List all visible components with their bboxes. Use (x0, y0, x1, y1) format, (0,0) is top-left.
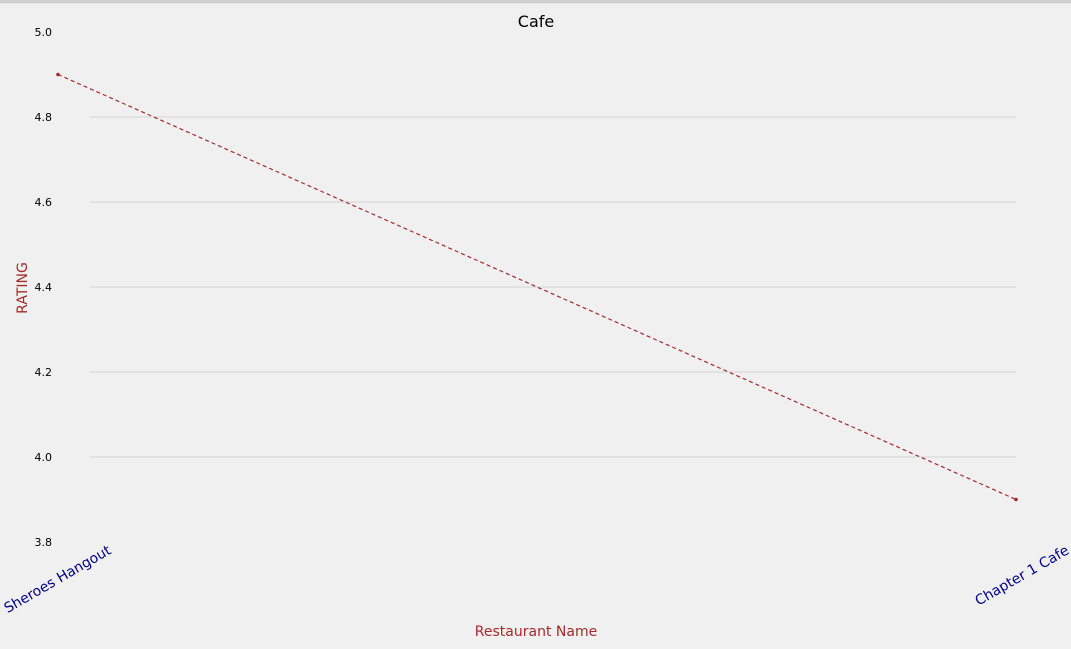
x-axis-category-labels: Sheroes Hangout Chapter 1 Cafe (2, 542, 1071, 616)
window-top-border (0, 0, 1071, 4)
y-tick-label: 5.0 (35, 26, 53, 39)
x-tick-label: Sheroes Hangout (2, 542, 115, 616)
y-tick-label: 3.8 (35, 536, 53, 549)
rating-point (1014, 497, 1018, 502)
grid-lines (90, 116, 1016, 458)
y-tick-label: 4.8 (35, 111, 53, 124)
y-tick-label: 4.4 (35, 281, 53, 294)
y-tick-label: 4.2 (35, 366, 53, 379)
y-axis-tick-labels: 3.8 4.0 4.2 4.4 4.6 4.8 5.0 (35, 26, 53, 549)
rating-point (56, 72, 60, 77)
x-axis-label: Restaurant Name (475, 624, 597, 640)
y-tick-label: 4.0 (35, 451, 53, 464)
y-tick-label: 4.6 (35, 196, 53, 209)
rating-points (56, 72, 1018, 502)
x-tick-label: Chapter 1 Cafe (972, 543, 1071, 610)
chart-title: Cafe (518, 12, 554, 31)
y-axis-label: RATING (15, 262, 31, 314)
